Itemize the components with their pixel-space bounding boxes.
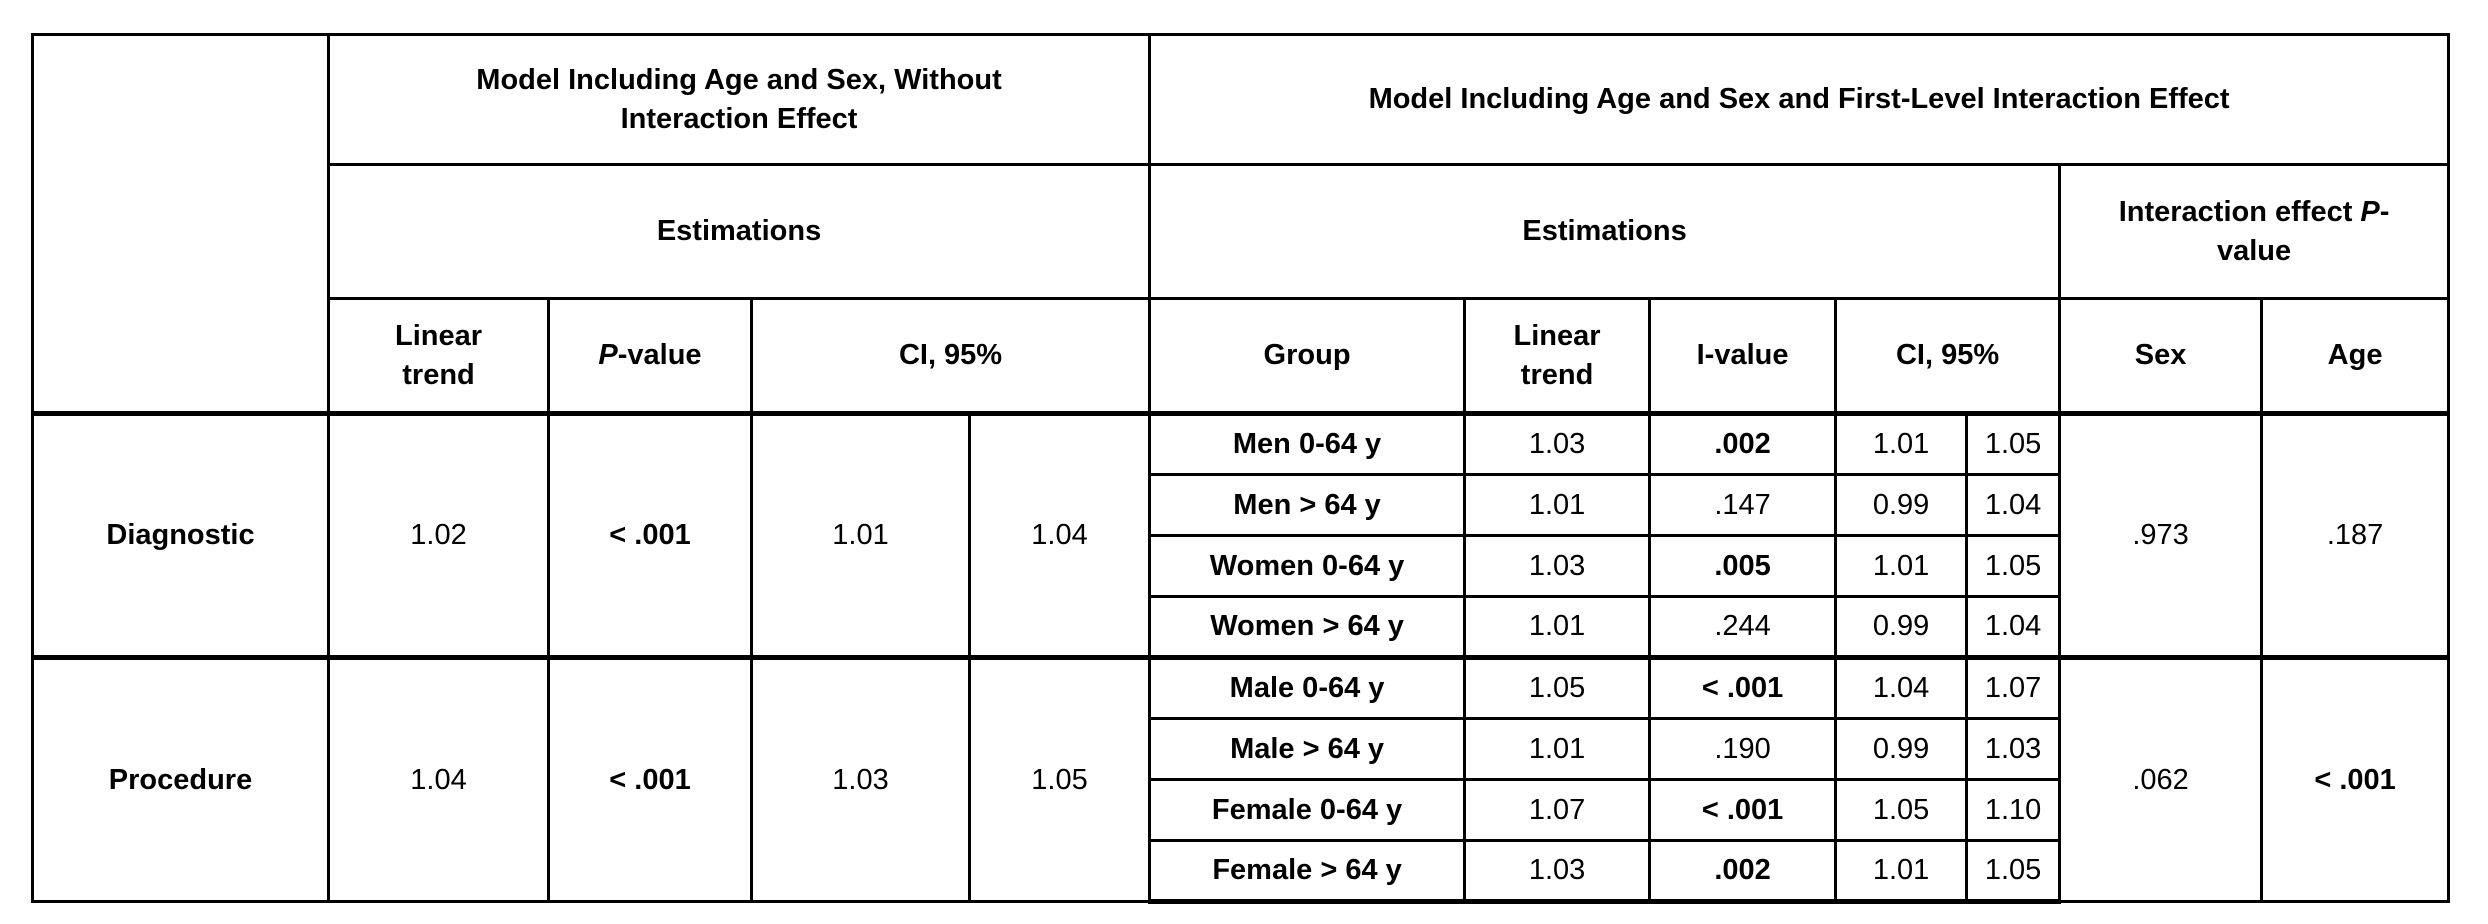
cell-i-value: .244 xyxy=(1648,595,1838,659)
blank-corner-cell xyxy=(31,33,330,415)
cell-i-value: < .001 xyxy=(1648,778,1838,842)
linear-label: Linear xyxy=(1513,320,1601,353)
cell-ci-low: 1.01 xyxy=(1834,534,1969,598)
cell-diagnostic-linear-trend: 1.02 xyxy=(327,411,550,659)
cell-linear-trend: 1.01 xyxy=(1463,717,1652,781)
col-header-ci-left: CI, 95% xyxy=(749,297,1152,415)
model-header-row: Model Including Age and Sex, Without Int… xyxy=(31,33,2451,415)
col-header-age: Age xyxy=(2260,297,2451,415)
cell-ci-high: 1.10 xyxy=(1965,778,2062,842)
interaction-hyphen: - xyxy=(2379,196,2390,229)
column-header-row: Linear trend P-value CI, 95% Group Linea… xyxy=(33,297,2451,415)
cell-linear-trend: 1.03 xyxy=(1463,534,1652,598)
group-label: Male 0-64 y xyxy=(1148,655,1467,720)
row-label-procedure: Procedure xyxy=(31,655,330,903)
cell-diagnostic-sex-p: .973 xyxy=(2058,411,2264,659)
cell-ci-high: 1.05 xyxy=(1965,534,2062,598)
cell-i-value: .002 xyxy=(1648,411,1838,476)
cell-ci-low: 1.05 xyxy=(1834,778,1969,842)
cell-i-value: .147 xyxy=(1648,473,1838,537)
col-header-linear-trend-right: Linear trend xyxy=(1463,297,1652,415)
cell-i-value: .002 xyxy=(1648,839,1838,904)
group-label: Men 0-64 y xyxy=(1148,411,1467,476)
cell-linear-trend: 1.07 xyxy=(1463,778,1652,842)
header-estimations-right: Estimations xyxy=(1148,163,2062,300)
trend-label: trend xyxy=(402,358,475,391)
cell-ci-high: 1.04 xyxy=(1965,595,2062,659)
group-label: Female 0-64 y xyxy=(1148,778,1467,842)
cell-diagnostic-age-p: .187 xyxy=(2260,411,2451,659)
cell-ci-low: 0.99 xyxy=(1834,595,1969,659)
cell-i-value: .190 xyxy=(1648,717,1838,781)
interaction-text: Interaction effect xyxy=(2118,196,2361,229)
table-row-procedure-female-over-64: Female > 64 y 1.03 .002 1.01 1.05 xyxy=(33,839,2449,904)
group-label: Men > 64 y xyxy=(1148,473,1467,537)
results-table: Model Including Age and Sex, Without Int… xyxy=(31,33,2451,904)
p-value-suffix: -value xyxy=(617,339,702,372)
cell-ci-low: 1.01 xyxy=(1834,839,1969,904)
col-header-i-value: I-value xyxy=(1648,297,1838,415)
header-left-model-line1: Model Including Age and Sex, Without xyxy=(476,64,1002,97)
group-label: Female > 64 y xyxy=(1148,839,1467,904)
cell-procedure-age-p: < .001 xyxy=(2260,655,2451,903)
cell-ci-low: 1.04 xyxy=(1834,655,1969,720)
header-left-model: Model Including Age and Sex, Without Int… xyxy=(326,33,1152,166)
col-header-p-value: P-value xyxy=(547,297,753,415)
cell-ci-low: 1.01 xyxy=(1834,411,1969,476)
cell-ci-low: 0.99 xyxy=(1834,717,1969,781)
table-row-procedure-male-0-64: Procedure 1.04 < .001 1.03 1.05 Male 0-6… xyxy=(31,655,2451,903)
row-label-diagnostic: Diagnostic xyxy=(31,411,330,659)
cell-procedure-p-value: < .001 xyxy=(547,655,753,903)
estimations-header-row: Estimations Estimations Interaction effe… xyxy=(33,163,2451,300)
interaction-p-italic: P xyxy=(2360,196,2380,229)
cell-i-value: < .001 xyxy=(1648,655,1838,720)
header-interaction-line1: Interaction effect P- xyxy=(2063,193,2446,231)
group-label: Male > 64 y xyxy=(1148,717,1467,781)
cell-ci-high: 1.03 xyxy=(1965,717,2062,781)
linear-label: Linear xyxy=(394,320,483,353)
table-row-diagnostic-men-0-64: Diagnostic 1.02 < .001 1.01 1.04 Men 0-6… xyxy=(31,411,2451,659)
cell-linear-trend: 1.01 xyxy=(1463,595,1652,659)
table-row-procedure-male-over-64: Male > 64 y 1.01 .190 0.99 1.03 xyxy=(33,717,2449,781)
header-right-model: Model Including Age and Sex and First-Le… xyxy=(1148,33,2451,166)
col-header-ci-right: CI, 95% xyxy=(1834,297,2062,415)
col-header-sex: Sex xyxy=(2058,297,2264,415)
col-header-linear-trend-left: Linear trend xyxy=(327,297,550,415)
group-label: Women 0-64 y xyxy=(1148,534,1467,598)
table-row-diagnostic-women-over-64: Women > 64 y 1.01 .244 0.99 1.04 xyxy=(33,595,2449,659)
cell-linear-trend: 1.03 xyxy=(1463,839,1652,904)
group-label: Women > 64 y xyxy=(1148,595,1467,659)
cell-ci-high: 1.04 xyxy=(1965,473,2062,537)
cell-i-value: .005 xyxy=(1648,534,1838,598)
cell-linear-trend: 1.01 xyxy=(1463,473,1652,537)
cell-ci-high: 1.07 xyxy=(1965,655,2062,720)
cell-ci-high: 1.05 xyxy=(1965,411,2062,476)
cell-linear-trend: 1.05 xyxy=(1463,655,1652,720)
table-row-diagnostic-women-0-64: Women 0-64 y 1.03 .005 1.01 1.05 xyxy=(33,534,2449,598)
trend-label: trend xyxy=(1520,358,1594,391)
header-interaction-line2: value xyxy=(2216,234,2292,267)
cell-ci-high: 1.05 xyxy=(1965,839,2062,904)
cell-diagnostic-ci-low: 1.01 xyxy=(750,411,971,659)
table-row-diagnostic-men-over-64: Men > 64 y 1.01 .147 0.99 1.04 xyxy=(33,473,2449,537)
cell-linear-trend: 1.03 xyxy=(1463,411,1652,476)
header-interaction-pvalue: Interaction effect P- value xyxy=(2058,163,2451,300)
cell-diagnostic-ci-high: 1.04 xyxy=(967,411,1152,659)
cell-procedure-sex-p: .062 xyxy=(2058,655,2264,903)
cell-ci-low: 0.99 xyxy=(1834,473,1969,537)
cell-procedure-linear-trend: 1.04 xyxy=(327,655,550,903)
header-estimations-left: Estimations xyxy=(326,163,1152,300)
header-left-model-line2: Interaction Effect xyxy=(620,102,858,135)
cell-procedure-ci-high: 1.05 xyxy=(967,655,1152,903)
cell-procedure-ci-low: 1.03 xyxy=(750,655,971,903)
col-header-group: Group xyxy=(1148,297,1467,415)
p-italic: P xyxy=(598,339,618,372)
table-row-procedure-female-0-64: Female 0-64 y 1.07 < .001 1.05 1.10 xyxy=(33,778,2449,842)
cell-diagnostic-p-value: < .001 xyxy=(547,411,753,659)
